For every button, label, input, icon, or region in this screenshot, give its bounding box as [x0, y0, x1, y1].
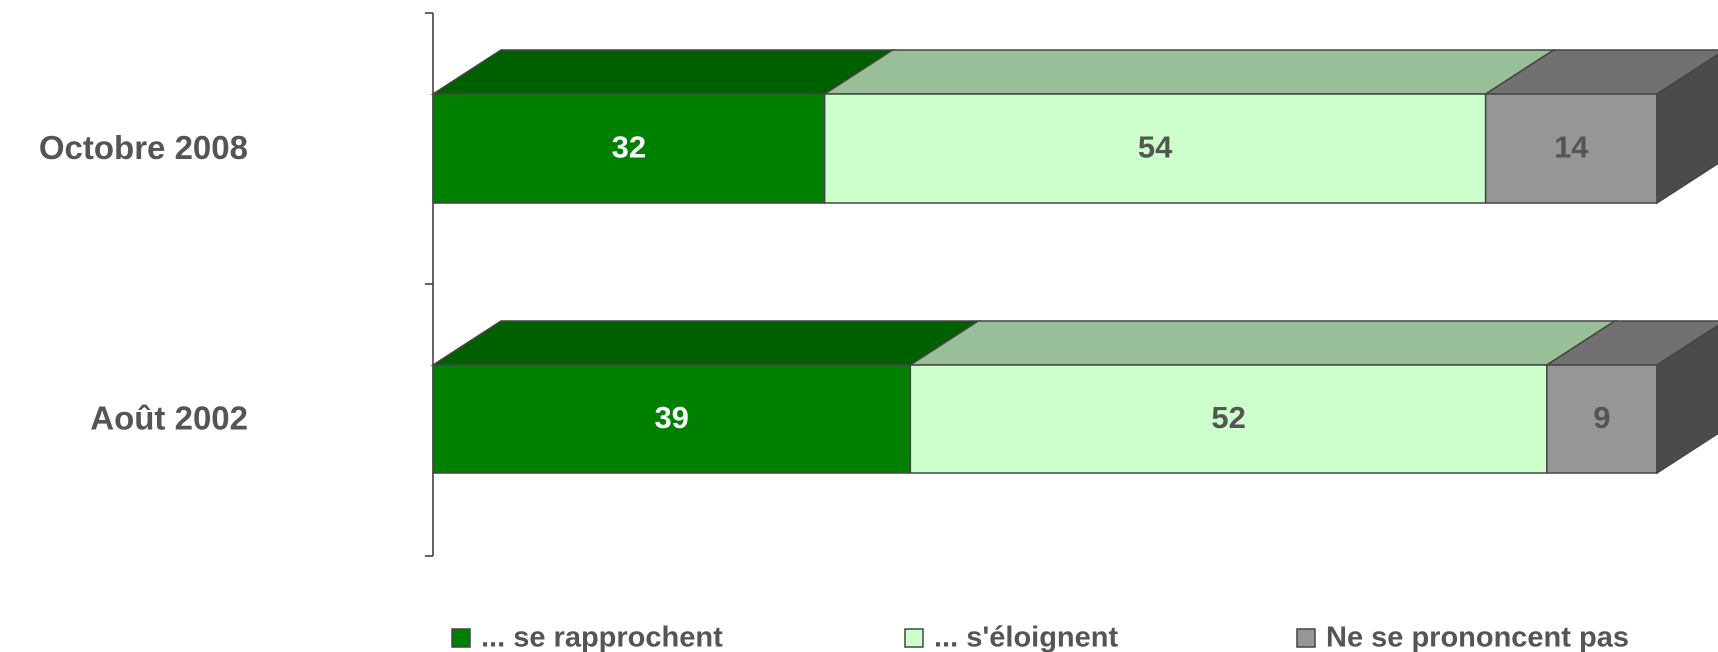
data-label: 54 [1138, 130, 1173, 165]
bar [823, 93, 1487, 204]
bar [432, 364, 912, 474]
bar-top [430, 320, 981, 366]
category-label: Août 2002 [90, 400, 248, 437]
data-label: 39 [654, 400, 688, 435]
legend-label: ... se rapprochent [481, 622, 723, 652]
bar-side [1656, 53, 1718, 205]
data-label: 32 [612, 130, 646, 165]
bar [1546, 364, 1658, 474]
bar [1484, 93, 1658, 204]
data-label: 9 [1593, 400, 1610, 435]
bar-side [1656, 324, 1718, 475]
bar [909, 364, 1548, 474]
bar-top [430, 49, 896, 95]
bar [432, 93, 826, 204]
data-label: 14 [1554, 130, 1589, 165]
data-label: 52 [1211, 400, 1245, 435]
legend-swatch [1296, 628, 1316, 648]
legend-label: Ne se prononcent pas [1326, 622, 1629, 652]
bar-top [907, 320, 1618, 366]
legend-swatch [904, 628, 924, 648]
legend-label: ... s'éloignent [934, 622, 1118, 652]
category-label: Octobre 2008 [39, 129, 248, 166]
bar-top [822, 49, 1557, 95]
legend-swatch [451, 628, 471, 648]
